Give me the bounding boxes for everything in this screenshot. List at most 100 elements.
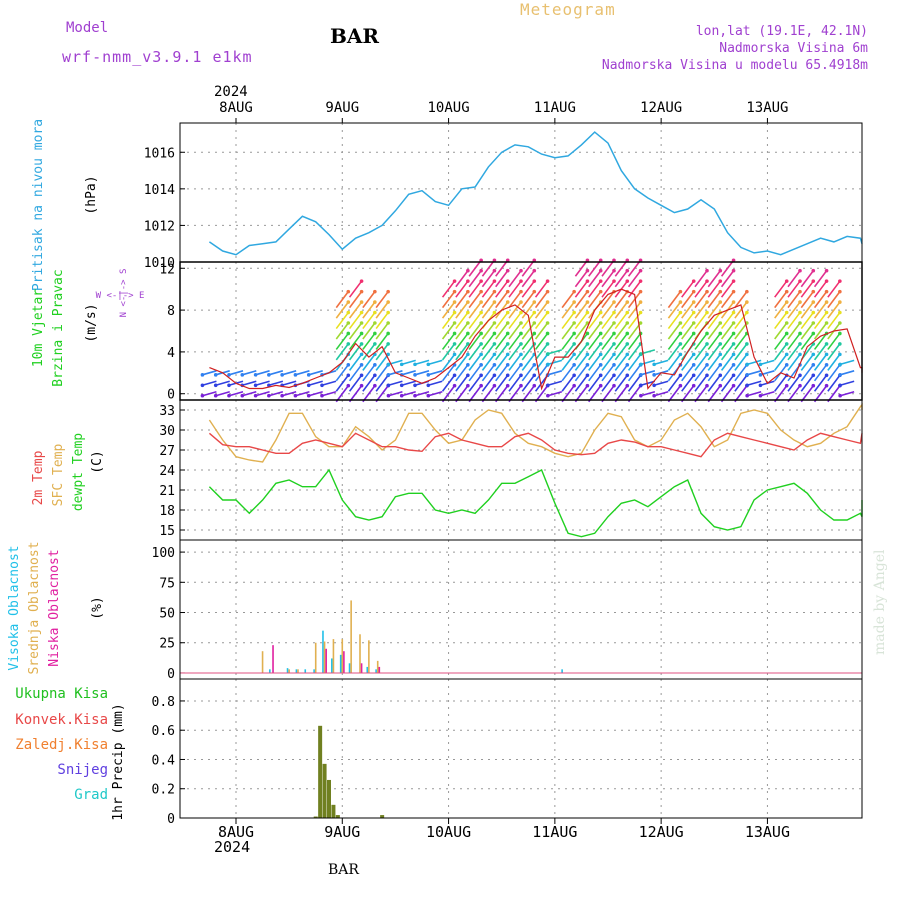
y-tick-label: 1012 (144, 219, 175, 234)
wind-arrow-head (572, 342, 576, 346)
wind-arrow-head (293, 393, 298, 398)
wind-arrow-head (386, 352, 390, 357)
y-tick-label: 25 (159, 637, 175, 652)
wind-arrow (627, 343, 642, 361)
wind-arrow-head (545, 310, 550, 315)
wind-arrow-head (452, 289, 457, 294)
wind-arrow-head (784, 383, 789, 388)
wind-arrow (667, 312, 682, 330)
wind-arrow (521, 374, 535, 392)
wind-arrow-head (824, 383, 829, 388)
wind-arrow (601, 270, 615, 288)
wind-arrow (601, 353, 615, 371)
wind-arrow (441, 374, 456, 392)
wind-arrow-head (838, 300, 842, 304)
y-tick-label: 1016 (144, 146, 175, 161)
wind-arrow (534, 301, 549, 319)
wind-arrow (468, 291, 482, 309)
wind-arrow-head (253, 393, 258, 398)
wind-arrow-head (705, 268, 709, 273)
wind-arrow (521, 280, 535, 298)
wind-arrow-head (386, 321, 390, 325)
wind-arrow-head (399, 383, 404, 388)
cloud-bar (261, 651, 264, 673)
wind-arrow-head (306, 393, 311, 398)
wind-arrow-head (359, 300, 364, 304)
wind-arrow (827, 374, 841, 392)
wind-arrow-head (784, 289, 789, 294)
wind-arrow-head (532, 258, 537, 263)
wind-arrow (468, 343, 482, 361)
wind-arrow-head (625, 300, 630, 304)
wind-arrow (813, 364, 828, 382)
wind-arrow (401, 380, 416, 387)
wind-arrow (774, 312, 788, 330)
cloud-bar (323, 641, 326, 673)
wind-arrow (495, 312, 509, 330)
wind-arrow (441, 353, 456, 371)
wind-arrow (627, 364, 642, 382)
wind-arrow (574, 270, 589, 288)
wind-arrow-head (213, 383, 218, 388)
wind-arrow-head (638, 300, 643, 304)
wind-arrow-head (373, 342, 377, 346)
wind-arrow (601, 291, 615, 309)
wind-arrow-head (505, 258, 510, 263)
cloud-bar (360, 663, 363, 673)
wind-arrow-head (572, 300, 576, 304)
wind-arrow (534, 322, 549, 340)
elevation-label: Nadmorska Visina 6m (719, 41, 868, 56)
wind-arrow (681, 280, 695, 298)
wind-arrow (348, 301, 363, 319)
wind-arrow (455, 343, 469, 361)
wind-arrow (481, 385, 496, 403)
wind-arrow-head (240, 373, 245, 377)
wind-arrow (839, 359, 855, 366)
wind-arrow-head (639, 393, 643, 398)
wind-arrow-head (718, 363, 723, 367)
wind-arrow (521, 343, 535, 361)
wind-arrow-head (824, 289, 829, 294)
wind-arrow-head (731, 289, 736, 294)
wind-arrow-head (652, 373, 656, 377)
model-elevation-label: Nadmorska Visina u modelu 65.4918m (601, 58, 868, 73)
wind-arrow (521, 385, 535, 403)
wind-arrow-head (639, 373, 643, 377)
wind-arrow (508, 270, 522, 288)
wind-arrow (681, 312, 695, 330)
wind-arrow (694, 374, 708, 392)
wind-arrow (800, 301, 814, 319)
cloud-bar (348, 663, 351, 673)
wind-arrow-head (386, 342, 390, 346)
wind-arrow-head (346, 342, 351, 346)
wind-arrow (255, 380, 270, 387)
wind-arrow-head (838, 362, 842, 367)
wind-arrow-head (585, 310, 590, 315)
wind-arrow (335, 385, 349, 403)
wind-arrow-head (811, 363, 816, 367)
wind-arrow-head (824, 300, 829, 304)
wind-arrow (601, 374, 615, 392)
wind-arrow (681, 322, 695, 340)
cloud-bar (297, 669, 299, 673)
wind-arrow (627, 301, 642, 319)
wind-arrow (495, 364, 509, 382)
wind-arrow-head (745, 352, 749, 357)
wind-arrow-head (838, 393, 842, 398)
wind-arrow (707, 374, 721, 392)
wind-arrow-head (505, 363, 510, 367)
wind-arrow (800, 332, 814, 350)
wind-arrow-head (731, 310, 736, 315)
wind-arrow (774, 301, 788, 319)
wind-arrow-head (625, 363, 630, 367)
wind-arrow (321, 390, 337, 397)
wind-arrow (694, 280, 708, 298)
wind-arrow (627, 374, 642, 392)
wind-arrow (601, 312, 615, 330)
wind-arrow (694, 364, 708, 382)
wind-arrow-head (745, 289, 749, 294)
wind-arrow-head (598, 310, 603, 315)
wind-arrow (335, 332, 349, 350)
y-tick-label: 21 (159, 484, 175, 499)
